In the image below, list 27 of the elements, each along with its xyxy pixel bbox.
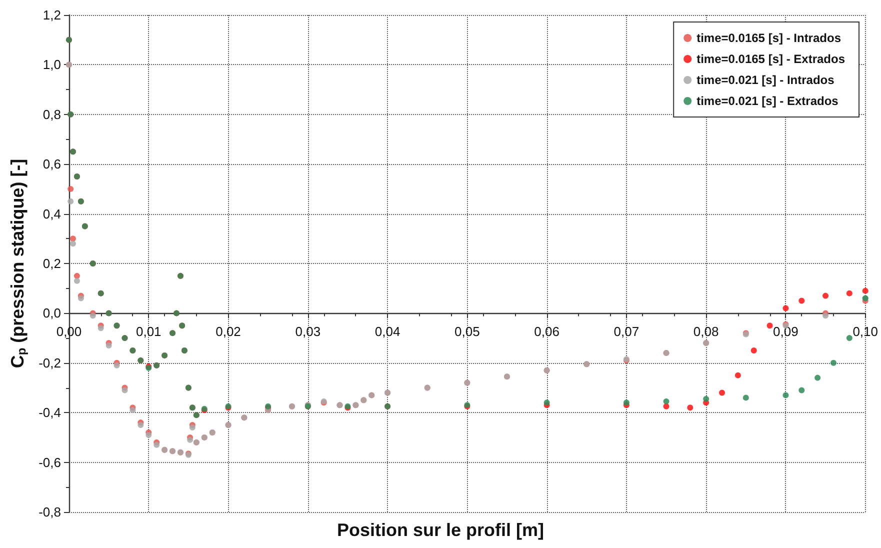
x-axis-title: Position sur le profil [m] (336, 520, 544, 540)
y-tick-label: -0,2 (38, 355, 61, 370)
x-tick-label: 0,09 (773, 324, 798, 340)
x-tick-label: 0,01 (136, 324, 162, 340)
y-tick-label: -0,8 (38, 504, 61, 520)
legend-label: time=0.0165 [s] - Extrados (696, 52, 846, 66)
y-tick-label: 1,2 (42, 8, 61, 22)
x-tick-label: 0,07 (614, 324, 640, 340)
y-tick-label: 0,2 (42, 256, 61, 271)
x-tick-label: 0,02 (216, 324, 241, 340)
x-tick-label: 0,04 (374, 324, 400, 340)
y-tick-label: -0,4 (38, 405, 61, 420)
y-axis-title: Cp (pression statique) [-] (8, 158, 29, 368)
x-tick-label: 0,03 (295, 324, 321, 340)
x-tick-label: 0,05 (454, 324, 480, 340)
y-tick-label: 1,0 (42, 57, 61, 72)
x-tick-label: 0,06 (534, 324, 560, 340)
y-tick-label: 0,8 (42, 106, 61, 122)
y-tick-label: -0,6 (38, 454, 61, 470)
y-tick-label: 0,0 (42, 306, 61, 321)
legend-label: time=0.021 [s] - Extrados (696, 94, 839, 108)
x-tick-label: 0,08 (693, 324, 719, 340)
x-tick-label: 0,10 (852, 324, 878, 340)
legend-label: time=0.0165 [s] - Intrados (696, 31, 842, 45)
y-tick-label: 0,6 (42, 156, 61, 172)
y-tick-label: 0,4 (42, 206, 61, 222)
legend-label: time=0.021 [s] - Intrados (696, 73, 835, 87)
